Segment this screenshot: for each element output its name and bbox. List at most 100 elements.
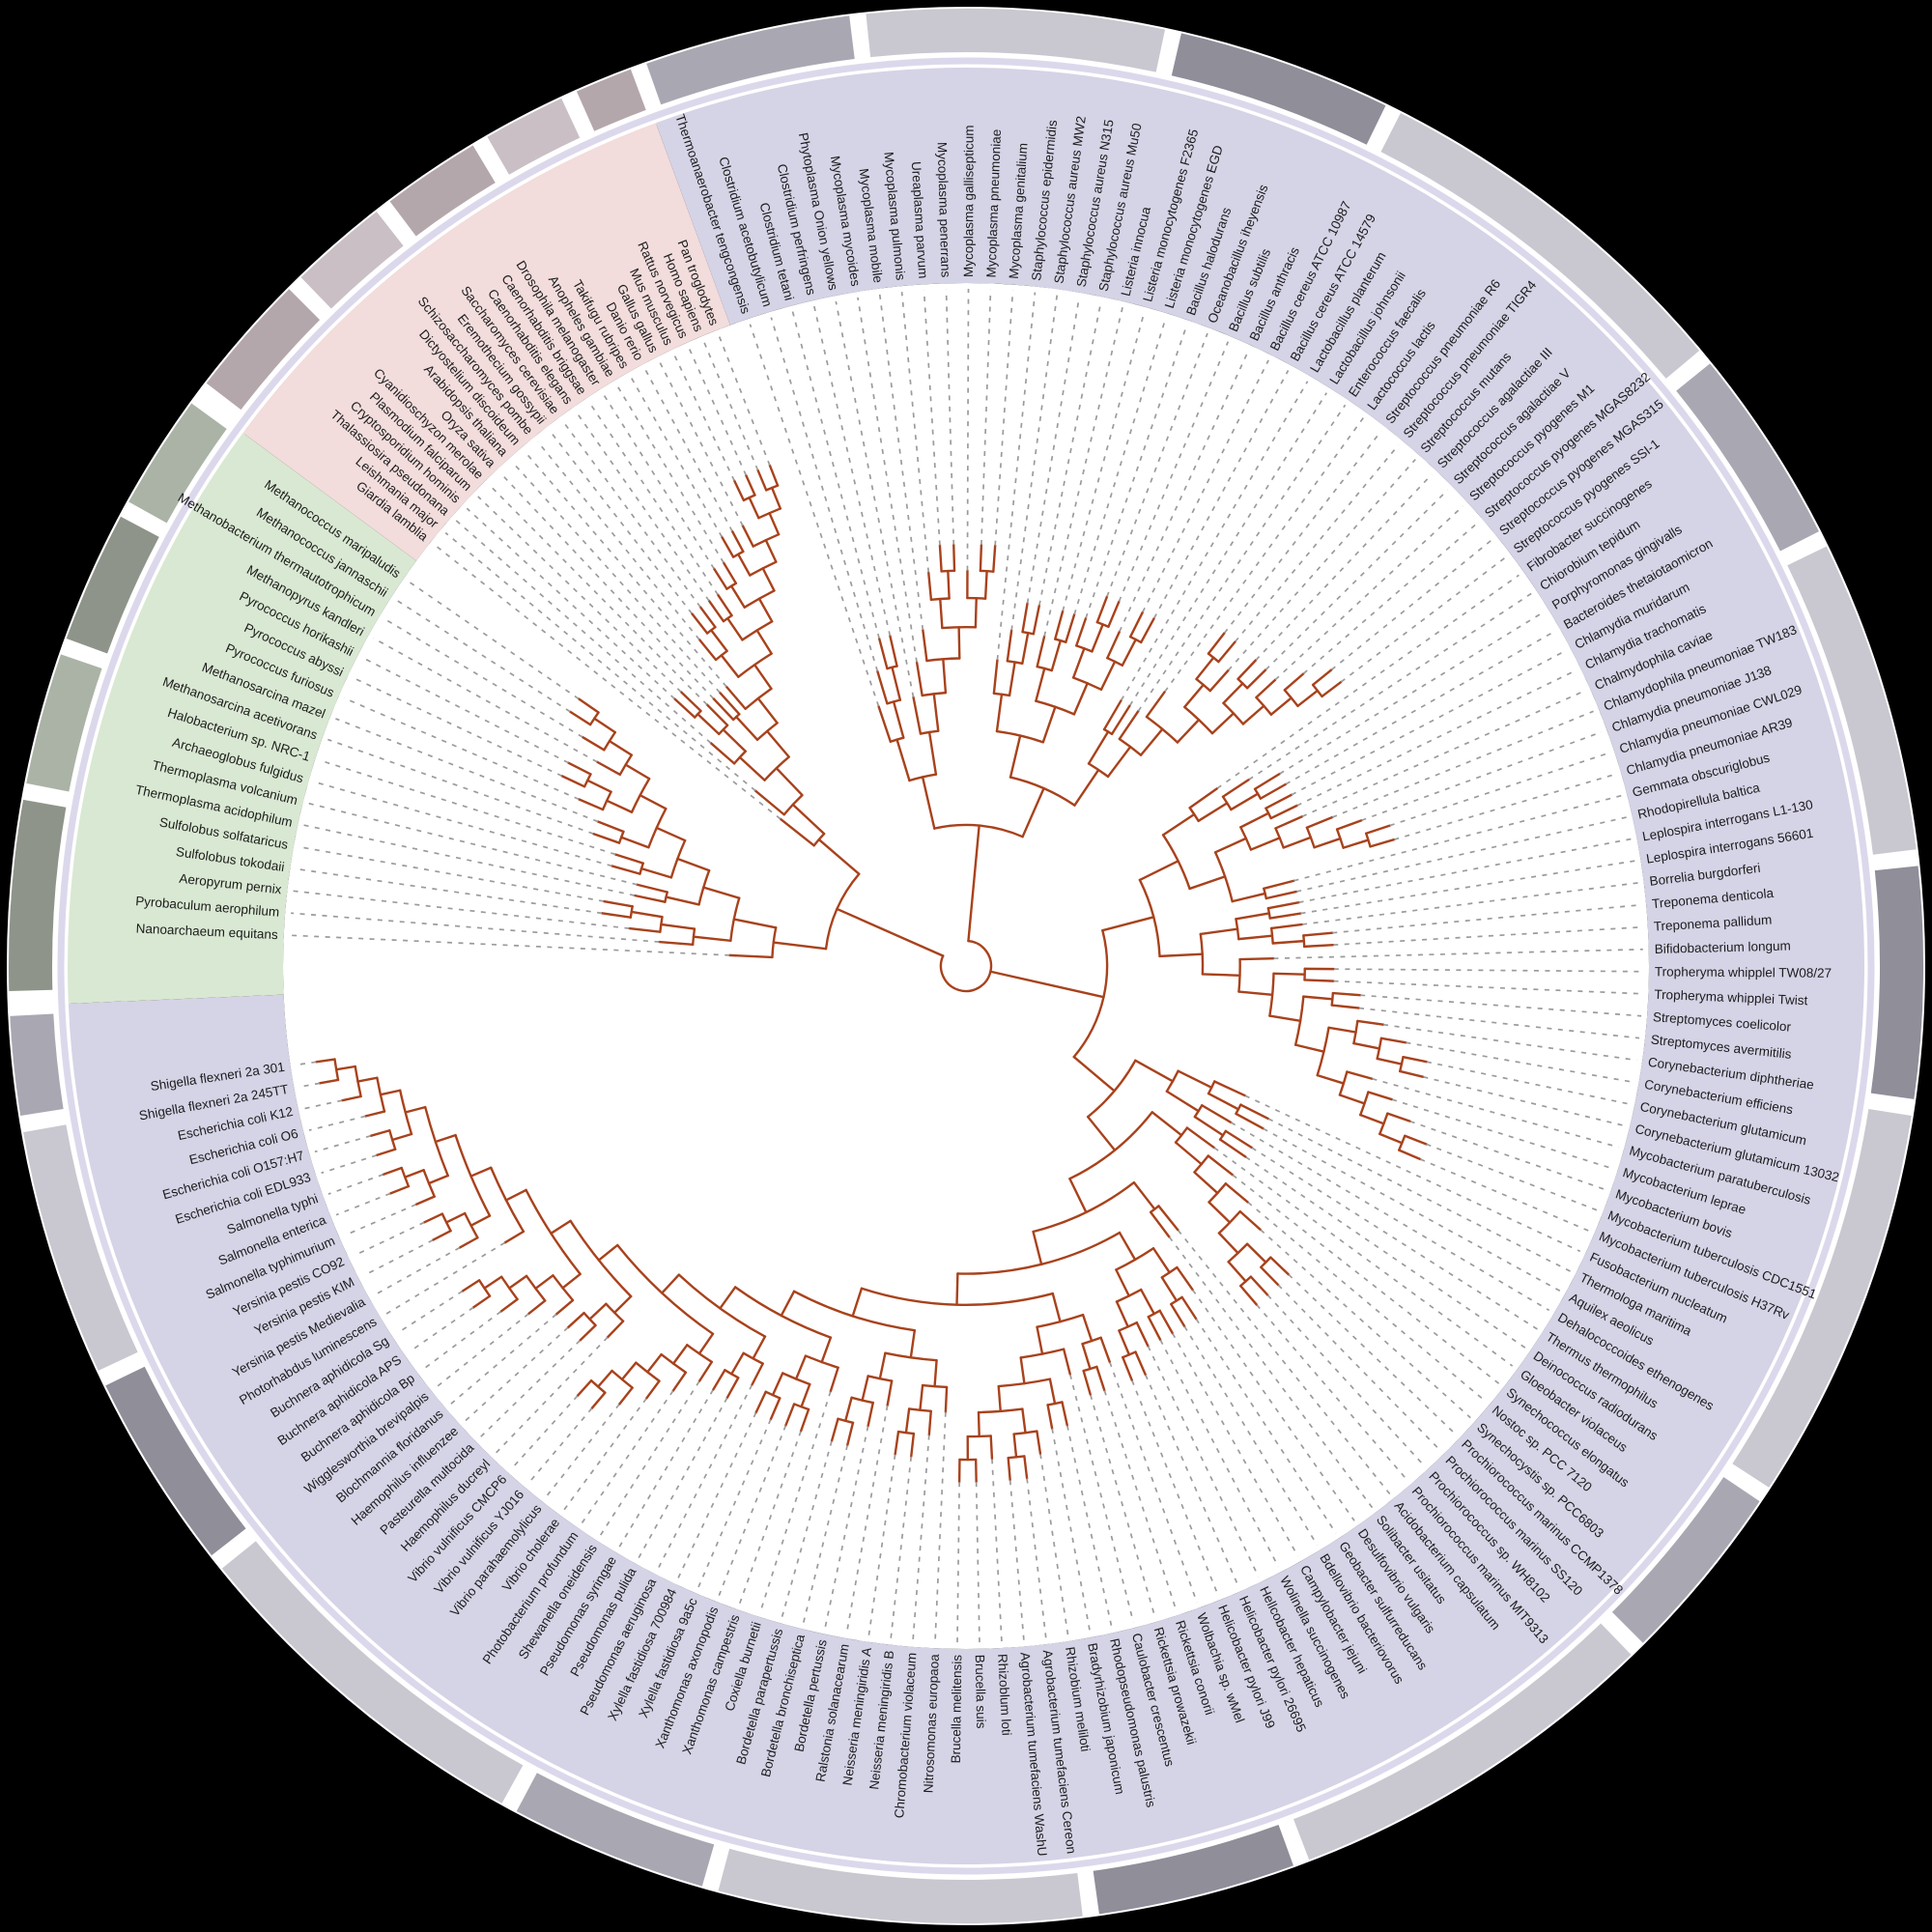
branch-line [886,1379,894,1407]
branch-line [1073,768,1100,807]
branch-line [461,1279,481,1293]
branch-line [752,1335,767,1360]
branch-line [1342,838,1370,849]
leaf-dash [298,845,605,902]
leaf-dash [1235,444,1400,642]
leaf-dash [1172,1332,1299,1557]
branch-line [1269,696,1293,716]
branch-line [829,1366,839,1393]
branch-line [707,599,725,623]
taxon-label[interactable]: Brucella suis [973,1655,989,1729]
branch-line [1138,860,1179,882]
leaf-dash [1010,295,1059,631]
branch-line [508,1274,528,1290]
taxon-label[interactable]: Tropheryma whipplei Twist [1654,987,1808,1009]
branch-line [1239,811,1270,829]
taxon-label[interactable]: Treponema pallidum [1653,913,1772,934]
branch-line [732,918,778,929]
branch-line [1176,1265,1194,1292]
branch-line [1201,973,1241,977]
leaf-dash [1296,816,1628,893]
branch-line [1145,690,1167,719]
taxon-label[interactable]: Bifidobacterium longum [1655,938,1791,955]
branch-line [938,544,943,573]
branch-line [748,496,760,520]
leaf-dash [1260,1229,1471,1419]
leaf-dash [1090,1394,1156,1617]
branch-line [889,634,898,668]
branch-line [567,761,592,776]
leaf-dash [599,1380,700,1537]
leaf-dash [1062,312,1146,611]
leaf-dash [1159,1339,1280,1568]
taxon-label[interactable]: Mycoplasma penerrans [935,142,953,278]
branch-line [696,713,721,736]
branch-line [1208,1201,1232,1224]
leaf-dash [562,420,701,608]
branch-line [611,865,641,875]
leaf-dash [1065,1425,1113,1628]
outer-ring-segment [1732,1108,1912,1488]
branch-line [895,738,911,782]
taxon-label[interactable]: Rhizoblum loti [995,1654,1013,1736]
clade-arc [616,1243,715,1336]
outer-ring-segment [105,1366,246,1556]
leaf-dash [575,412,710,602]
branch-line [1091,623,1104,653]
branch-line [1051,1292,1062,1323]
leaf-dash [1043,306,1123,637]
branch-line [974,597,978,629]
branch-line [596,1369,613,1388]
branch-line [737,553,752,577]
branch-line [711,1369,726,1392]
leaf-dash [702,341,759,471]
clade-arc [860,1287,1055,1306]
taxon-label[interactable]: Mycoplasma gallisepticum [961,125,977,277]
leaf-dash [1263,1127,1561,1293]
branch-line [1180,1295,1198,1321]
inner-accent-ring [57,57,1875,1875]
leaf-dash [900,292,930,573]
clade-arc [956,1231,1122,1275]
branch-line [721,535,735,558]
branch-line [1161,812,1196,837]
clade-arc [1138,878,1161,958]
leaf-dash [980,289,992,545]
branch-line [1188,786,1219,810]
leaf-dash [1361,730,1603,822]
branch-line [375,1148,397,1157]
branch-line [1236,659,1258,681]
leaf-dash [549,431,693,614]
branch-line [1245,1242,1267,1264]
clade-arc [1269,926,1274,945]
branch-line [427,1174,449,1185]
leaf-dash [545,1404,620,1498]
branch-line [1149,1210,1171,1238]
branch-line [1095,1365,1106,1392]
branch-line [576,1379,593,1398]
branch-line [1048,1378,1057,1406]
taxon-label[interactable]: Brucella melitensis [949,1655,964,1764]
leaf-dash [657,1384,753,1570]
branch-line [1283,672,1305,692]
branch-line [382,1166,403,1177]
leaf-dash [1247,1201,1486,1402]
taxon-label[interactable]: Nitrosomonas europaoa [921,1653,942,1793]
branch-line [1217,640,1236,664]
branch-line [1346,1070,1374,1080]
branch-line [1140,616,1155,644]
leaf-dash [1085,325,1188,619]
outer-ring-segment [1611,1476,1760,1643]
leaf-dash [421,1311,502,1371]
branch-line [1313,837,1342,849]
leaf-dash [718,1425,787,1597]
leaf-dash [602,393,715,570]
taxon-label[interactable]: Tropheryma whipplel TW08/27 [1655,964,1832,980]
taxon-label[interactable]: Mycoplasma pneumoniae [983,128,1004,277]
leaf-dash [1277,1284,1441,1451]
branch-line [1062,1348,1072,1377]
branch-line [947,569,951,600]
leaf-dash [384,1241,506,1316]
leaf-dash [489,484,708,706]
taxon-label[interactable]: Nanoarchaeum equitans [135,921,278,942]
